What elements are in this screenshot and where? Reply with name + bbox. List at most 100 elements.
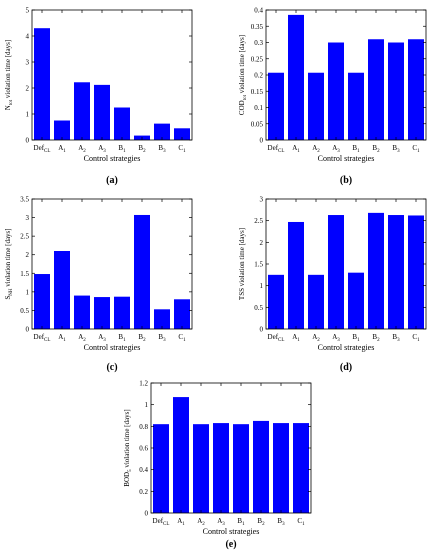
bar: [308, 274, 324, 329]
x-tick-label: A2: [197, 517, 205, 527]
x-tick-label-subscript: 2: [143, 149, 146, 154]
y-tick-label: 2: [260, 239, 264, 247]
x-tick-label: A3: [98, 144, 106, 154]
y-tick-label: 0: [26, 137, 30, 145]
x-tick-label: B2: [138, 144, 146, 154]
y-tick-label: 2.5: [254, 217, 263, 225]
x-axis-label: Control strategies: [84, 343, 141, 352]
bar: [173, 397, 189, 513]
x-tick-label-subscript: 2: [143, 338, 146, 343]
x-tick-label: A1: [292, 333, 300, 343]
y-tick-label: 3: [26, 59, 30, 67]
y-tick-label: 0.25: [251, 55, 264, 63]
bar: [408, 215, 424, 329]
x-tick-label-main: C: [412, 144, 417, 152]
x-tick-label-subscript: 1: [297, 149, 300, 154]
x-axis-label: Control strategies: [318, 343, 375, 352]
panel-label: (d): [340, 362, 352, 373]
bar: [193, 424, 209, 513]
x-tick-label-subscript: CL: [44, 338, 50, 343]
panel-label: (a): [106, 175, 118, 186]
bar: [268, 274, 284, 329]
x-axis-label: Control strategies: [203, 527, 260, 536]
x-tick-label: A2: [312, 144, 320, 154]
x-tick-label-main: Def: [34, 333, 45, 341]
x-tick-label: A2: [312, 333, 320, 343]
y-tick-label: 0.15: [251, 88, 264, 96]
x-tick-label: C1: [178, 144, 186, 154]
panel-label: (b): [340, 175, 352, 186]
x-tick-label-main: A: [217, 517, 222, 525]
x-tick-label: A2: [78, 333, 86, 343]
y-axis-label-main: COD: [238, 100, 246, 115]
panel-label: (e): [225, 539, 236, 550]
y-axis-label-main: N: [4, 105, 12, 110]
bar: [94, 84, 110, 140]
bar: [233, 424, 249, 513]
x-tick-label: B1: [352, 144, 360, 154]
y-tick-label: 1: [26, 288, 30, 296]
x-tick-label-subscript: 2: [377, 338, 380, 343]
y-tick-label: 0.1: [254, 104, 263, 112]
bar: [268, 72, 284, 140]
bar: [213, 423, 229, 513]
x-tick-label: B1: [118, 333, 126, 343]
bar: [253, 420, 269, 513]
bar: [348, 272, 364, 329]
y-tick-label: 0: [260, 137, 264, 145]
x-tick-label-subscript: 1: [242, 522, 245, 527]
y-tick-label: 1: [26, 111, 30, 119]
bar: [134, 214, 150, 329]
x-tick-label: A1: [58, 333, 66, 343]
x-tick-label-subscript: 3: [163, 338, 166, 343]
bar: [368, 39, 384, 140]
x-tick-label: A3: [217, 517, 225, 527]
y-tick-label: 0.2: [254, 72, 263, 80]
bar: [293, 423, 309, 513]
y-tick-label: 1: [145, 401, 149, 409]
x-tick-label-main: B: [118, 333, 123, 341]
x-tick-label-subscript: 3: [337, 338, 340, 343]
bar: [328, 42, 344, 140]
y-tick-label: 3: [260, 196, 264, 204]
x-tick-label: C1: [412, 144, 420, 154]
x-tick-label-subscript: 2: [317, 149, 320, 154]
x-axis-label: Control strategies: [84, 154, 141, 163]
x-tick-label-main: B: [257, 517, 262, 525]
x-tick-label: A1: [58, 144, 66, 154]
x-tick-label-main: B: [277, 517, 282, 525]
x-tick-label-main: A: [98, 333, 103, 341]
bar: [368, 212, 384, 329]
x-tick-label-main: A: [332, 333, 337, 341]
y-tick-label: 3: [26, 214, 30, 222]
x-tick-label-subscript: 2: [83, 149, 86, 154]
x-tick-label: B3: [158, 144, 166, 154]
x-tick-label-main: B: [138, 144, 143, 152]
bar: [34, 28, 50, 141]
bar: [114, 107, 130, 140]
x-tick-label-subscript: 1: [297, 338, 300, 343]
x-tick-label-subscript: 3: [163, 149, 166, 154]
x-tick-label-subscript: 2: [83, 338, 86, 343]
x-tick-label: B3: [277, 517, 285, 527]
x-tick-label-subscript: CL: [163, 522, 169, 527]
y-tick-label: 0.8: [139, 423, 148, 431]
y-tick-label: 0.05: [251, 120, 264, 128]
bar: [94, 297, 110, 329]
x-tick-label-subscript: 1: [183, 149, 186, 154]
x-tick-label-main: A: [292, 333, 297, 341]
y-axis-label-suffix: violation time [days]: [4, 40, 12, 100]
x-tick-label-subscript: 1: [123, 338, 126, 343]
x-tick-label-main: A: [78, 144, 83, 152]
x-tick-label-main: A: [312, 144, 317, 152]
bar: [174, 128, 190, 140]
x-tick-label-main: B: [372, 144, 377, 152]
y-tick-label: 4: [26, 33, 30, 41]
x-tick-label-main: B: [158, 144, 163, 152]
axes-frame: [31, 198, 193, 330]
x-tick-label-main: B: [352, 333, 357, 341]
x-tick-label-main: B: [392, 144, 397, 152]
y-tick-label: 3.5: [20, 196, 29, 204]
